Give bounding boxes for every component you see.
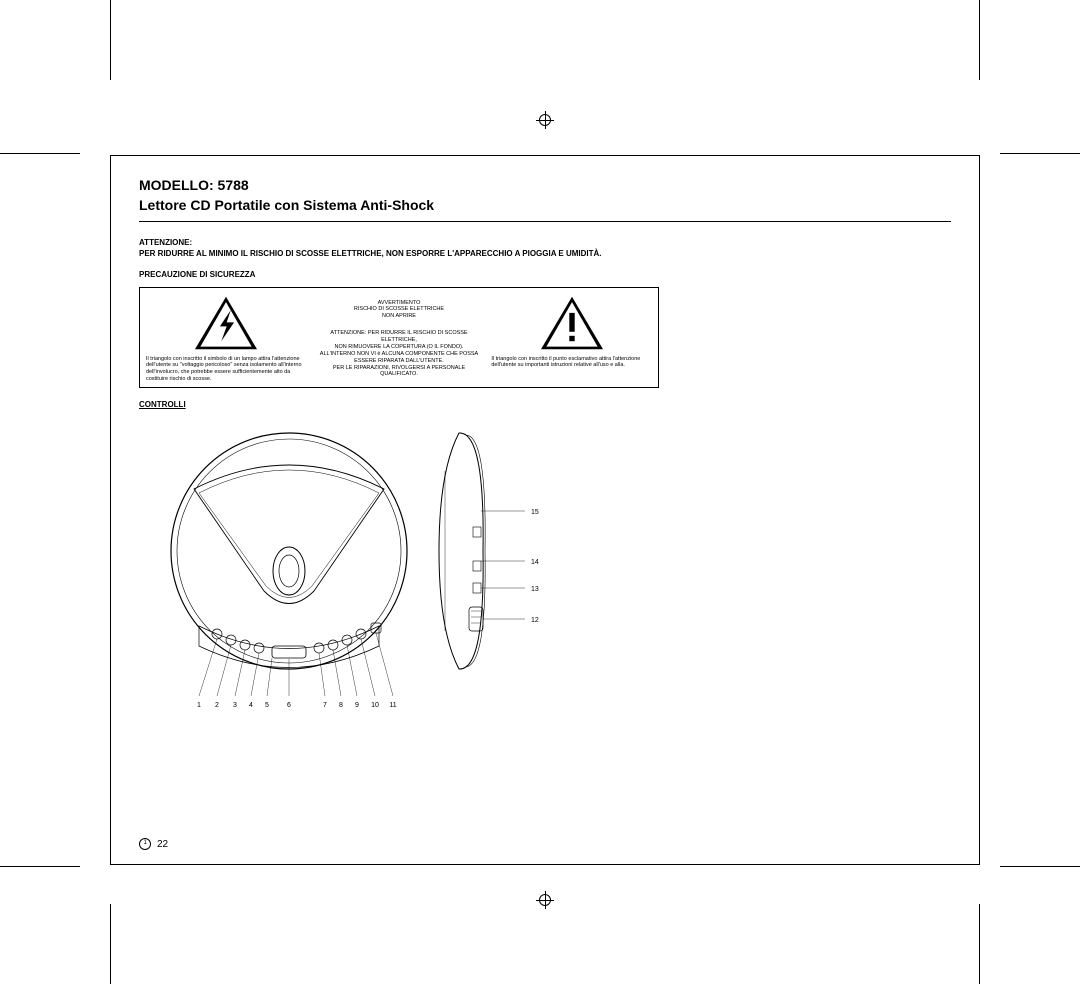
- callout-4: 4: [249, 702, 253, 709]
- model-line: MODELLO: 5788: [139, 176, 951, 196]
- manual-page: MODELLO: 5788 Lettore CD Portatile con S…: [110, 155, 980, 865]
- callout-6: 6: [287, 702, 291, 709]
- callout-3: 3: [233, 702, 237, 709]
- precaution-title: PRECAUZIONE DI SICUREZZA: [139, 270, 951, 281]
- callout-5: 5: [265, 702, 269, 709]
- warn-center-col: AVVERTIMENTO RISCHIO DI SCOSSE ELETTRICH…: [313, 288, 486, 388]
- device-diagram: 1 2 3 4 5 6 7 8 9 10 11: [139, 421, 659, 721]
- header-rule: [139, 221, 951, 222]
- callout-15: 15: [531, 509, 539, 516]
- warn-right-col: Il triangolo con inscritto il punto escl…: [485, 288, 658, 388]
- callout-12: 12: [531, 617, 539, 624]
- page-header: MODELLO: 5788 Lettore CD Portatile con S…: [111, 156, 979, 238]
- callout-9: 9: [355, 702, 359, 709]
- warn-center-bottom: ATTENZIONE: PER RIDURRE IL RISCHIO DI SC…: [319, 330, 480, 378]
- warn-left-col: Il triangolo con inscritto il simbolo di…: [140, 288, 313, 388]
- callout-2: 2: [215, 702, 219, 709]
- callout-1: 1: [197, 702, 201, 709]
- product-line: Lettore CD Portatile con Sistema Anti-Sh…: [139, 196, 951, 216]
- warn-center-top: AVVERTIMENTO RISCHIO DI SCOSSE ELETTRICH…: [319, 300, 480, 321]
- page-number-value: 22: [157, 839, 168, 850]
- exclamation-triangle-icon: [537, 294, 607, 352]
- attention-text: PER RIDURRE AL MINIMO IL RISCHIO DI SCOS…: [139, 249, 951, 260]
- callout-14: 14: [531, 559, 539, 566]
- callout-11: 11: [389, 702, 396, 709]
- callout-7: 7: [323, 702, 327, 709]
- controls-title: CONTROLLI: [139, 400, 951, 411]
- attention-block: ATTENZIONE: PER RIDURRE AL MINIMO IL RIS…: [139, 238, 951, 260]
- safety-warning-box: Il triangolo con inscritto il simbolo di…: [139, 287, 659, 389]
- page-number: 22: [139, 838, 168, 850]
- callout-10: 10: [371, 702, 379, 709]
- page-number-icon: [139, 838, 151, 850]
- callout-13: 13: [531, 586, 539, 593]
- callout-8: 8: [339, 702, 343, 709]
- lightning-triangle-icon: [191, 294, 261, 352]
- cd-player-illustration: 1 2 3 4 5 6 7 8 9 10 11: [139, 421, 659, 721]
- attention-title: ATTENZIONE:: [139, 238, 951, 249]
- page-body: ATTENZIONE: PER RIDURRE AL MINIMO IL RIS…: [111, 238, 979, 721]
- warn-right-caption: Il triangolo con inscritto il punto escl…: [491, 356, 652, 370]
- warn-left-caption: Il triangolo con inscritto il simbolo di…: [146, 356, 307, 384]
